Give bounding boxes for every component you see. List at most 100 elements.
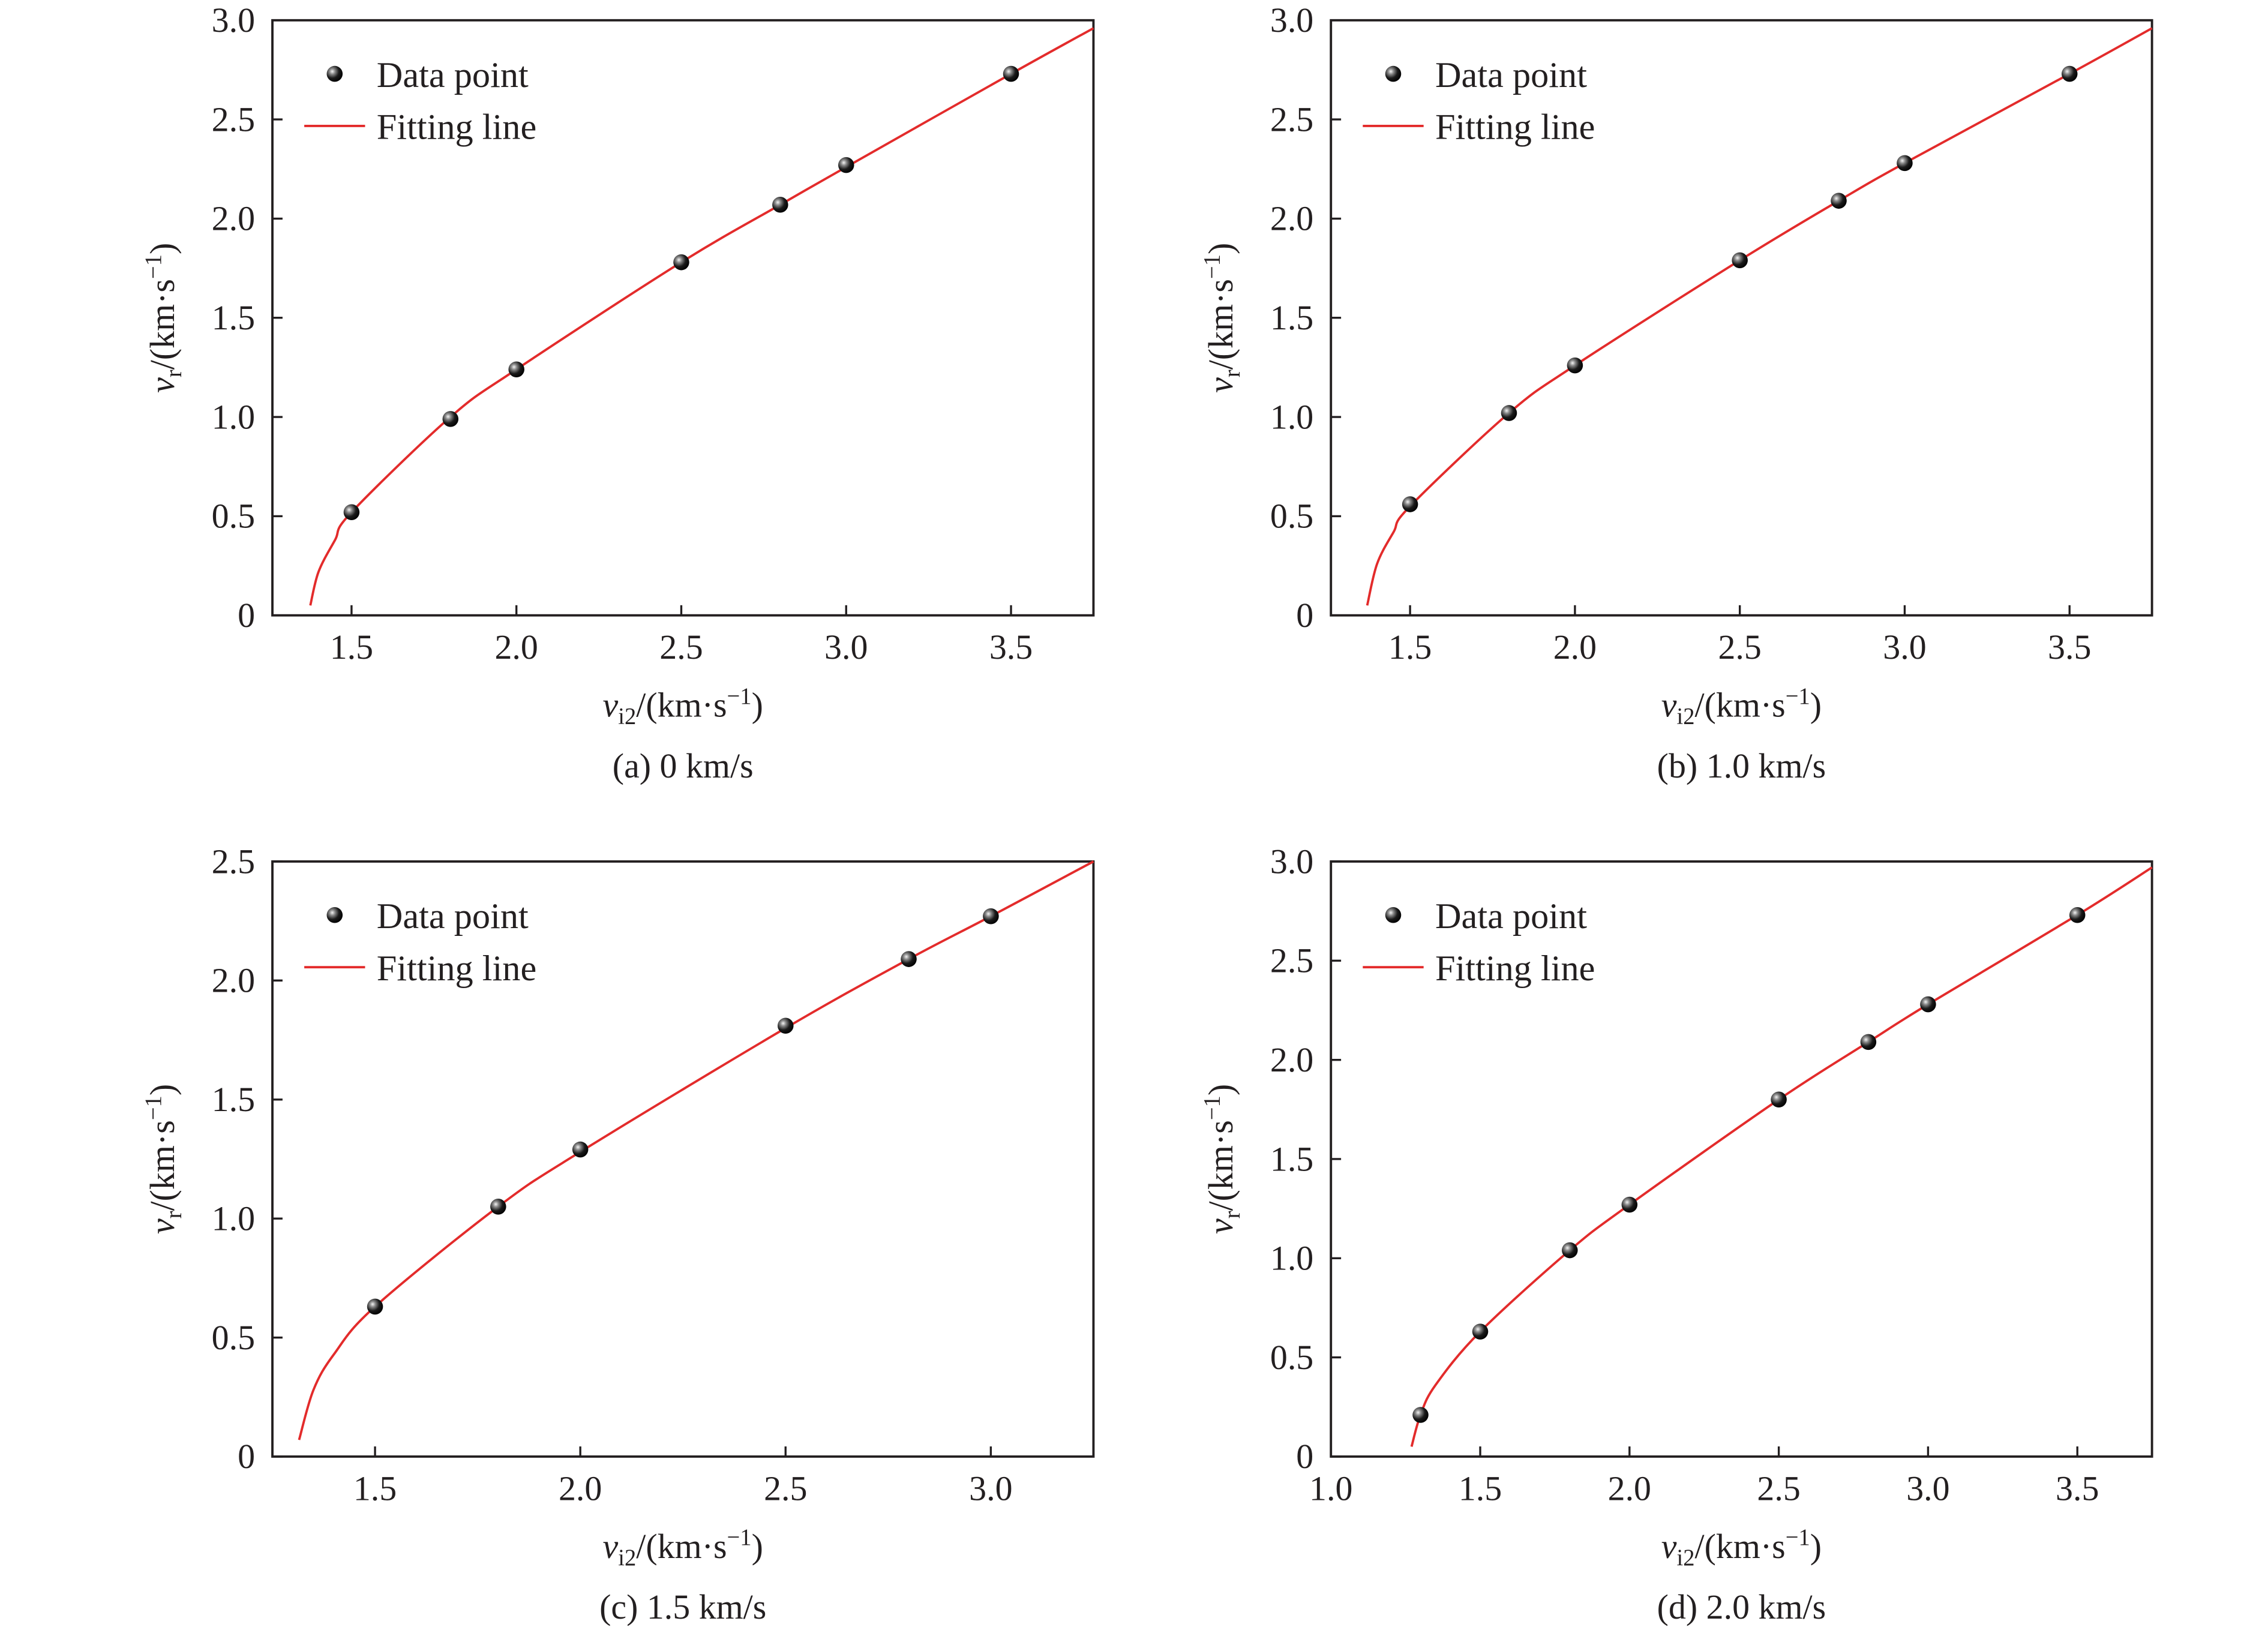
data-point (1732, 252, 1748, 269)
data-point (1567, 357, 1583, 374)
y-axis-label-sub: r (1220, 370, 1245, 377)
x-axis-label-var: v (603, 1527, 619, 1566)
y-tick-label: 0 (238, 596, 255, 635)
chart-panel-b: 1.5 2.0 2.5 3.0 3.5 0 0.5 1.0 1.5 2.0 2.5 3.0 Data p… (1199, 1, 2153, 785)
x-axis-label-unit: /(km·s (636, 686, 727, 725)
panel-caption: (a) 0 km/s (613, 746, 754, 785)
data-point (983, 908, 999, 924)
x-tick-label: 2.5 (1757, 1469, 1800, 1508)
y-tick-label: 0.5 (1270, 497, 1313, 536)
y-tick-label: 1.0 (1270, 1239, 1313, 1278)
x-axis-label-sub: i2 (1676, 704, 1694, 730)
plot-frame (1330, 19, 2153, 617)
y-axis-label-close: ) (143, 1084, 182, 1095)
data-point (1771, 1091, 1787, 1108)
legend-label-data-point: Data point (377, 896, 529, 936)
data-point (1412, 1407, 1429, 1423)
x-tick-label: 1.5 (330, 628, 373, 667)
x-tick-label: 3.0 (824, 628, 868, 667)
data-point (772, 197, 788, 213)
x-axis-label-sub: i2 (1676, 1545, 1694, 1571)
y-axis-label-var: v (1201, 377, 1240, 393)
data-point (673, 254, 689, 271)
y-tick-label: 0.5 (212, 1318, 255, 1357)
y-axis-label-var: v (1201, 1218, 1240, 1234)
x-axis-label-unit: /(km·s (1695, 1527, 1786, 1566)
x-tick-label: 3.5 (2048, 628, 2091, 667)
legend: Data point Fitting line (304, 896, 536, 989)
y-tick-label: 2.0 (212, 961, 255, 1000)
fitting-line (1410, 866, 2153, 1447)
x-axis-label-var: v (1661, 686, 1677, 725)
x-tick-label: 1.5 (1388, 628, 1432, 667)
y-axis-label-sup: −1 (1199, 254, 1225, 279)
data-point (1621, 1196, 1638, 1213)
data-point (2069, 906, 2086, 923)
y-tick-label: 0.5 (212, 497, 255, 536)
y-tick-label: 2.5 (1270, 100, 1313, 139)
data-point (1402, 496, 1418, 512)
chart-panel-c: 1.5 2.0 2.5 3.0 0 0.5 1.0 1.5 2.0 2.5 Data point Fi… (141, 842, 1095, 1626)
legend-marker-data-point (1385, 65, 1402, 82)
y-axis-label-sub: r (161, 1211, 187, 1218)
y-axis-label: vr/(km·s−1) (1199, 1084, 1245, 1234)
fitting-line (1366, 27, 2153, 606)
plot-frame (1330, 860, 2153, 1458)
y-axis-label-unit: /(km·s (1201, 279, 1240, 370)
plot-frame (271, 860, 1095, 1458)
x-axis-label-unit: /(km·s (1695, 686, 1786, 725)
x-axis-label-sup: −1 (727, 1525, 751, 1550)
y-tick-label: 2.5 (1270, 941, 1313, 980)
panel-caption: (d) 2.0 km/s (1657, 1587, 1826, 1626)
y-axis-label-sup: −1 (141, 254, 166, 279)
y-tick-label: 2.0 (1270, 1040, 1313, 1079)
x-tick-label: 2.0 (559, 1469, 602, 1508)
y-tick-label: 3.0 (212, 1, 255, 40)
data-point (1831, 193, 1847, 209)
x-tick-label: 3.0 (1906, 1469, 1949, 1508)
data-point (2061, 65, 2078, 82)
data-point (572, 1141, 589, 1158)
x-axis-label-unit: /(km·s (636, 1527, 727, 1566)
data-point (442, 411, 459, 427)
x-axis-label-close: ) (752, 686, 763, 725)
data-point (838, 157, 854, 173)
legend-label-fitting-line: Fitting line (377, 948, 536, 989)
y-axis-label: vr/(km·s−1) (141, 243, 187, 393)
panel-caption: (c) 1.5 km/s (599, 1587, 766, 1626)
y-tick-label: 2.0 (1270, 199, 1313, 238)
x-tick-label: 1.5 (1459, 1469, 1502, 1508)
x-axis-label: vi2/(km·s−1) (1661, 684, 1822, 730)
x-tick-label: 3.5 (989, 628, 1033, 667)
x-axis-label-sup: −1 (727, 684, 751, 709)
y-axis-label: vr/(km·s−1) (141, 1084, 187, 1234)
data-point (367, 1298, 383, 1315)
x-axis-label-close: ) (752, 1527, 763, 1566)
chart-panel-a: 1.5 2.0 2.5 3.0 3.5 0 0.5 1.0 1.5 2.0 2.5 3.0 Data p… (141, 1, 1095, 785)
y-axis-label-sup: −1 (1199, 1095, 1225, 1120)
y-tick-label: 1.5 (212, 1080, 255, 1119)
y-axis-label-unit: /(km·s (143, 279, 182, 370)
y-axis-label-var: v (143, 1218, 182, 1234)
y-axis-label-sub: r (1220, 1211, 1245, 1218)
legend-label-data-point: Data point (1435, 55, 1587, 95)
y-tick-label: 3.0 (1270, 842, 1313, 881)
y-tick-label: 0.5 (1270, 1338, 1313, 1377)
y-tick-label: 2.0 (212, 199, 255, 238)
y-axis-label-sub: r (161, 370, 187, 377)
data-point (508, 361, 524, 377)
y-tick-label: 1.0 (212, 397, 255, 436)
x-tick-label: 2.0 (1553, 628, 1597, 667)
data-point (1562, 1242, 1578, 1259)
x-axis-label: vi2/(km·s−1) (603, 684, 763, 730)
x-axis-label: vi2/(km·s−1) (603, 1525, 763, 1571)
legend: Data point Fitting line (1363, 896, 1595, 989)
x-tick-label: 3.0 (969, 1469, 1012, 1508)
legend: Data point Fitting line (1363, 55, 1595, 148)
data-point (1897, 155, 1913, 172)
legend-label-data-point: Data point (1435, 896, 1587, 936)
y-axis-label-unit: /(km·s (1201, 1120, 1240, 1211)
x-axis-label-sup: −1 (1786, 1525, 1810, 1550)
y-tick-label: 0 (1296, 596, 1313, 635)
x-axis-label-var: v (603, 686, 619, 725)
